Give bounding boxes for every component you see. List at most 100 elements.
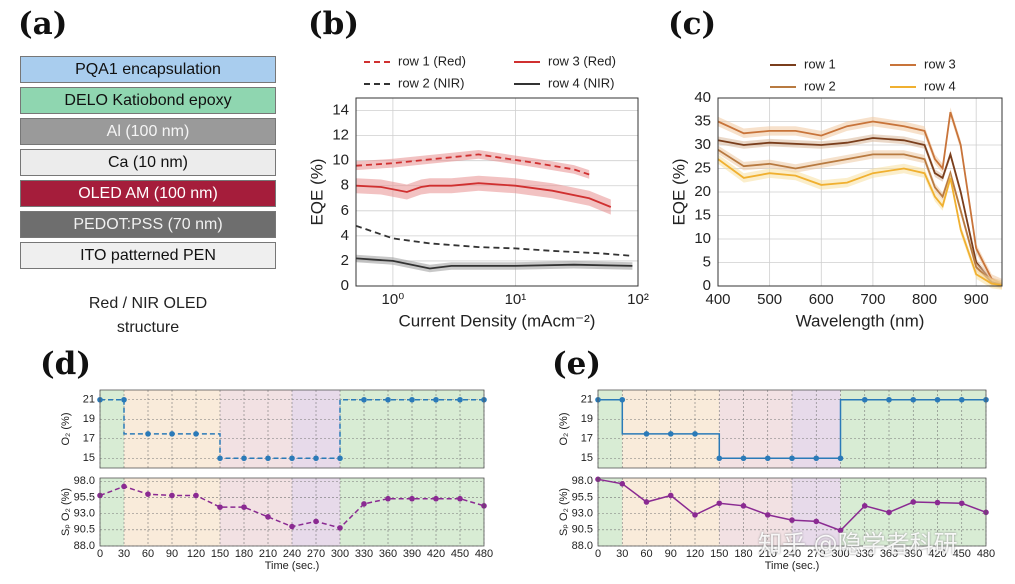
x-tick-label: 270 [807,548,825,560]
phase-shading [622,390,720,468]
legend-label: row 3 [924,56,956,71]
data-point [121,483,127,490]
x-tick-label: 330 [856,548,874,560]
legend-label: row 1 [804,56,836,71]
panel-label-b: (b) [308,6,360,42]
series-line [355,182,612,208]
series-line [355,224,633,257]
data-point [837,527,844,534]
data-point [934,499,941,506]
data-point [385,396,391,403]
x-tick-label: 500 [757,291,782,308]
series-line [717,148,1003,286]
data-point [716,500,723,507]
data-point [145,491,151,497]
data-point [958,500,965,507]
data-point [241,504,247,510]
data-point [740,503,747,509]
layer-oled-am: OLED AM (100 nm) [20,180,276,207]
data-point [433,495,439,502]
x-tick-label: 210 [259,548,277,560]
x-tick-label: 120 [187,548,205,560]
y-tick-label: 17 [581,433,593,445]
y-tick-label: 93.0 [74,508,95,520]
y-tick-label: 10 [332,152,349,169]
data-point [289,523,295,530]
data-point [145,431,151,437]
x-axis-label: Time (sec.) [265,560,320,572]
y-tick-label: 6 [341,202,349,219]
x-tick-label: 180 [235,548,253,560]
x-tick-label: 420 [427,548,445,560]
y-axis-label: EQE (%) [669,158,688,225]
data-point [934,396,941,403]
stack-caption-line1: Red / NIR OLED [88,295,208,312]
y-tick-label: 88.0 [572,540,593,552]
data-point [667,431,674,437]
x-tick-label: 150 [710,548,728,560]
series-line [598,399,986,460]
plot-frame [355,97,639,287]
x-tick-label: 700 [860,291,885,308]
x-tick-label: 450 [451,548,469,560]
series-band [356,150,590,179]
data-point [861,503,868,509]
series-line [355,257,633,270]
phase-shading [719,390,792,468]
data-point [313,455,319,462]
x-axis-label: Wavelength (nm) [796,311,925,330]
x-tick-label: 900 [964,291,989,308]
y-tick-label: 17 [83,433,95,445]
data-point [457,495,463,502]
data-point [241,455,247,462]
x-tick-label: 0 [97,548,103,560]
data-point [169,431,175,437]
x-tick-label: 60 [640,548,652,560]
x-tick-label: 30 [118,548,130,560]
x-tick-label: 300 [331,548,349,560]
data-point [169,492,175,499]
data-point [813,455,820,462]
series-line [717,158,1003,286]
y-axis-label-top: O₂ (%) [60,413,72,446]
data-point [265,514,271,520]
plot-frame [99,477,485,547]
y-axis-label-top: O₂ (%) [558,413,570,446]
data-point [337,525,343,531]
x-tick-label: 240 [283,548,301,560]
y-tick-label: 95.5 [74,491,95,503]
layer-calcium: Ca (10 nm) [20,149,276,176]
panel-label-a: (a) [18,6,68,42]
data-point [837,455,844,462]
data-point [313,518,319,525]
y-axis-label-bottom: Sₚ O₂ (%) [60,488,72,536]
data-point [910,499,917,505]
y-tick-label: 90.5 [74,524,95,536]
plot-frame [597,477,987,547]
x-tick-label: 600 [809,291,834,308]
y-axis-label-bottom: Sₚ O₂ (%) [558,488,570,536]
y-tick-label: 15 [83,452,95,464]
layer-epoxy: DELO Katiobond epoxy [20,87,276,114]
data-point [619,396,626,403]
x-tick-label: 270 [307,548,325,560]
x-tick-label: 30 [616,548,628,560]
x-tick-label: 390 [403,548,421,560]
data-point [740,455,747,462]
y-tick-label: 21 [83,394,95,406]
x-tick-label: 10⁰ [382,291,405,308]
x-tick-label: 90 [665,548,677,560]
y-tick-label: 15 [581,452,593,464]
y-tick-label: 19 [83,413,95,425]
y-tick-label: 95.5 [572,491,593,503]
layer-aluminum: Al (100 nm) [20,118,276,145]
x-tick-label: 800 [912,291,937,308]
y-tick-label: 35 [694,112,711,129]
x-tick-label: 360 [379,548,397,560]
series-line [100,399,484,460]
data-point [265,455,271,462]
data-point [289,455,295,462]
data-point [813,518,820,525]
